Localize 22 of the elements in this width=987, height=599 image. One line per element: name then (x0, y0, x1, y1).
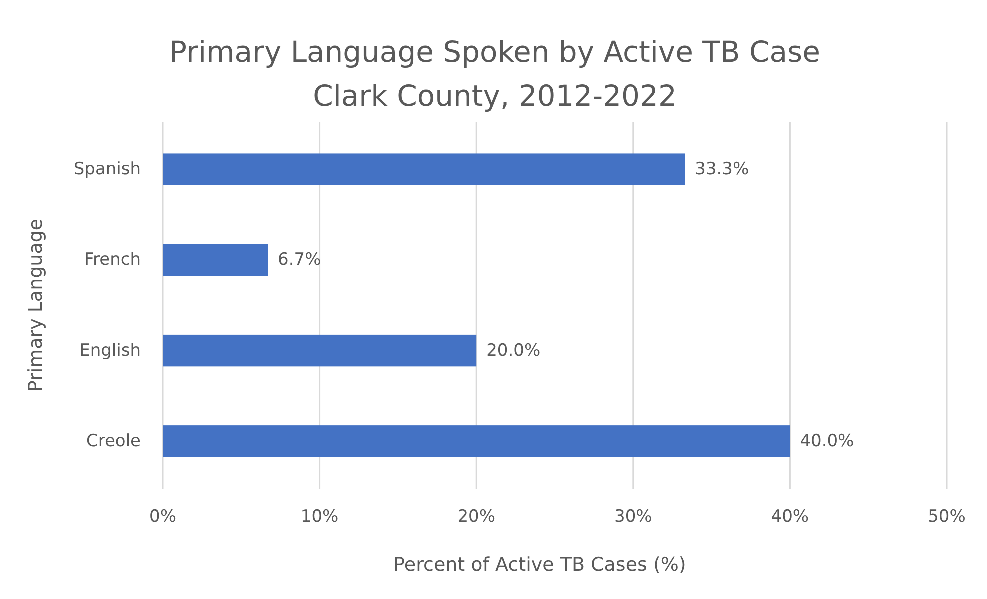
bar (163, 334, 477, 367)
bar (163, 244, 268, 276)
y-tick-label: English (80, 340, 141, 361)
x-tick-label: 0% (150, 507, 176, 527)
chart-subtitle: Clark County, 2012-2022 (313, 79, 677, 113)
y-tick-label: Creole (86, 431, 141, 452)
bar (163, 154, 686, 186)
bar (163, 426, 790, 458)
data-label: 6.7% (278, 250, 322, 270)
data-label: 20.0% (486, 340, 541, 361)
x-axis-title: Percent of Active TB Cases (%) (394, 554, 686, 576)
chart-title: Primary Language Spoken by Active TB Case (170, 35, 820, 69)
x-tick-label: 30% (614, 507, 652, 527)
data-label: 40.0% (800, 431, 854, 452)
y-axis-title: Primary Language (25, 218, 47, 392)
x-tick-label: 50% (928, 507, 966, 527)
y-tick-label: French (84, 250, 141, 270)
x-tick-label: 10% (300, 507, 339, 527)
y-tick-label: Spanish (74, 160, 141, 180)
data-label: 33.3% (695, 160, 750, 180)
x-tick-label: 20% (458, 507, 496, 527)
x-tick-label: 40% (771, 507, 810, 527)
